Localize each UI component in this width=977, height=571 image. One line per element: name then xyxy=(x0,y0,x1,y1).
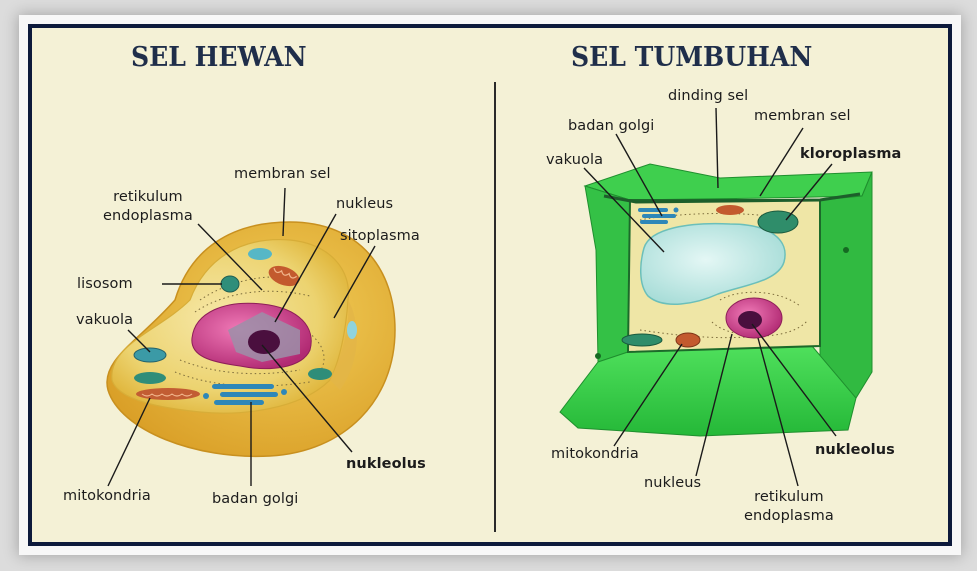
label-animal-membran-sel: membran sel xyxy=(234,166,331,182)
animal-cell xyxy=(106,221,396,458)
animal-vacuole xyxy=(133,347,167,363)
label-plant-kloroplasma: kloroplasma xyxy=(800,146,902,162)
animal-vacuole-2 xyxy=(134,372,166,384)
animal-vacuole-3 xyxy=(248,248,272,260)
plant-wall-left xyxy=(584,185,631,363)
plant-chloroplast xyxy=(757,210,799,234)
animal-mitochondria xyxy=(136,265,300,400)
plant-wall-front xyxy=(559,345,857,437)
animal-golgi xyxy=(203,384,287,405)
label-animal-sitoplasma: sitoplasma xyxy=(340,228,420,244)
animal-vacuole-5 xyxy=(347,321,357,339)
animal-leader-lines xyxy=(107,187,376,487)
label-plant-dinding-sel: dinding sel xyxy=(668,88,749,104)
plant-mitochondrion xyxy=(675,332,701,348)
label-plant-membran-sel: membran sel xyxy=(754,108,851,124)
plant-vacuole xyxy=(640,222,786,305)
label-plant-nukleus: nukleus xyxy=(644,475,702,491)
plant-membrane-band xyxy=(603,192,861,204)
label-animal-lisosom: lisosom xyxy=(77,276,133,292)
label-plant-retikulum-endoplasma: retikulum endoplasma xyxy=(744,489,834,524)
animal-nucleolus xyxy=(248,330,280,354)
animal-cell-title: SEL HEWAN xyxy=(131,42,307,73)
plant-golgi xyxy=(638,207,679,224)
plant-wall-pit-2 xyxy=(843,247,849,253)
label-animal-mitokondria: mitokondria xyxy=(63,488,151,504)
plant-wall-top xyxy=(583,163,873,201)
label-plant-mitokondria: mitokondria xyxy=(551,446,639,462)
plant-cell-title: SEL TUMBUHAN xyxy=(571,42,813,73)
plant-nucleolus xyxy=(738,311,762,329)
plant-small-organelle xyxy=(716,205,744,215)
plant-cell xyxy=(559,163,873,437)
plant-wall-pit xyxy=(595,353,601,359)
plant-leader-lines xyxy=(583,107,837,487)
plant-chloroplast-2 xyxy=(621,333,663,347)
animal-lysosome xyxy=(220,275,240,293)
label-animal-vakuola: vakuola xyxy=(76,312,134,328)
animal-vacuole-4 xyxy=(308,368,332,380)
label-plant-vakuola: vakuola xyxy=(546,152,604,168)
label-animal-nukleolus: nukleolus xyxy=(346,456,426,472)
label-animal-badan-golgi: badan golgi xyxy=(212,491,299,507)
label-plant-nukleolus: nukleolus xyxy=(815,442,895,458)
label-animal-nukleus: nukleus xyxy=(336,196,394,212)
divider-line xyxy=(494,82,496,532)
label-animal-retikulum-endoplasma: retikulum endoplasma xyxy=(103,189,193,224)
label-plant-badan-golgi: badan golgi xyxy=(568,118,655,134)
